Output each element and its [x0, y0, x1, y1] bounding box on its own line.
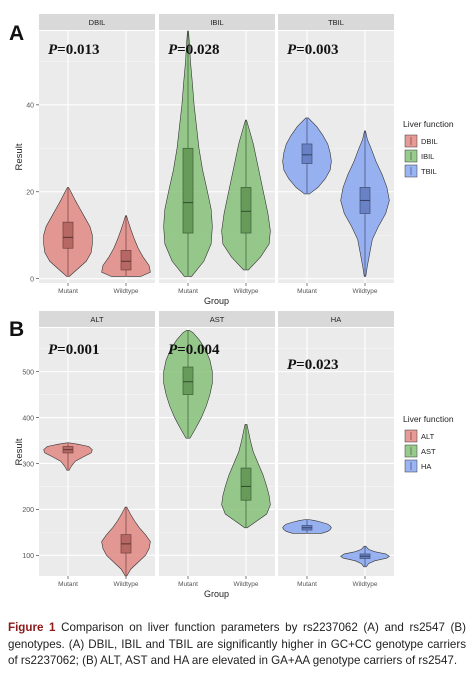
legend-entry-tbil: TBIL [421, 167, 437, 176]
x-tick-label: Mutant [178, 288, 198, 295]
figure-canvas: A Result 0 20 40 Group DBIL Mutant Wildtype P=0.0… [9, 14, 454, 599]
facet-strip-label: HA [331, 315, 341, 324]
y-tick-label: 40 [26, 103, 34, 110]
x-tick-label: Wildtype [234, 581, 259, 588]
x-tick-label: Mutant [58, 288, 78, 295]
legend-entry-ha: HA [421, 462, 431, 471]
facet-ha: HA Mutant Wildtype P=0.023 [278, 311, 394, 588]
facet-strip-label: ALT [90, 315, 104, 324]
x-tick-label: Wildtype [114, 288, 139, 295]
facet-alt: ALT Mutant Wildtype P=0.001 [39, 311, 155, 588]
legend-entry-alt: ALT [421, 432, 435, 441]
x-tick-label: Wildtype [353, 288, 378, 295]
x-axis-label: Group [204, 589, 229, 599]
facet-strip [159, 311, 275, 327]
facet-strip [159, 14, 275, 30]
figure-caption: Figure 1 Comparison on liver function pa… [8, 620, 466, 670]
x-tick-label: Mutant [297, 288, 317, 295]
chart-panel-B: B Result 100 200 300 400 500 Group ALT Mutant Wild… [9, 311, 454, 599]
facet-strip [278, 311, 394, 327]
box [240, 187, 252, 234]
p-value-annotation: P=0.004 [168, 342, 220, 358]
box [62, 221, 74, 249]
caption-text: Comparison on liver function parameters … [8, 621, 466, 667]
x-tick-label: Wildtype [114, 581, 139, 588]
x-tick-label: Mutant [58, 581, 78, 588]
plot-background [278, 328, 394, 576]
facet-strip [278, 14, 394, 30]
facet-ibil: IBIL Mutant Wildtype P=0.028 [159, 14, 275, 295]
y-tick-label: 20 [26, 190, 34, 197]
box [301, 143, 313, 164]
box [182, 366, 194, 395]
legend-entry-dbil: DBIL [421, 137, 438, 146]
caption-label: Figure 1 [8, 621, 56, 634]
y-tick-label: 500 [22, 369, 34, 376]
x-axis-label: Group [204, 296, 229, 306]
p-value-annotation: P=0.023 [287, 357, 338, 373]
facet-dbil: DBIL Mutant Wildtype P=0.013 [39, 14, 155, 295]
legend-title: Liver function [403, 414, 454, 424]
y-tick-label: 400 [22, 415, 34, 422]
legend-entry-ast: AST [421, 447, 436, 456]
y-tick-label: 100 [22, 553, 34, 560]
box [240, 467, 252, 501]
facet-tbil: TBIL Mutant Wildtype P=0.003 [278, 14, 394, 295]
y-axis-label: Result [14, 143, 25, 170]
facet-strip [39, 311, 155, 327]
facet-strip-label: AST [210, 315, 225, 324]
box [120, 250, 132, 271]
x-tick-label: Wildtype [234, 288, 259, 295]
x-tick-label: Mutant [178, 581, 198, 588]
p-value-annotation: P=0.003 [287, 42, 338, 58]
p-value-annotation: P=0.028 [168, 42, 219, 58]
p-value-annotation: P=0.001 [48, 342, 99, 358]
y-tick-label: 0 [30, 276, 34, 283]
facet-ast: AST Mutant Wildtype P=0.004 [159, 311, 275, 588]
panel-letter: B [9, 318, 24, 341]
x-tick-label: Mutant [297, 581, 317, 588]
y-tick-label: 200 [22, 507, 34, 514]
facet-strip-label: DBIL [89, 18, 106, 27]
facet-strip-label: IBIL [210, 18, 223, 27]
y-tick-label: 300 [22, 461, 34, 468]
x-tick-label: Wildtype [353, 581, 378, 588]
panel-letter: A [9, 22, 24, 45]
y-axis-label: Result [14, 438, 25, 465]
p-value-annotation: P=0.013 [48, 42, 99, 58]
box [182, 147, 194, 234]
facet-strip-label: TBIL [328, 18, 344, 27]
facet-strip [39, 14, 155, 30]
legend-entry-ibil: IBIL [421, 152, 434, 161]
chart-panel-A: A Result 0 20 40 Group DBIL Mutant Wildtype P=0.0… [9, 14, 454, 306]
legend-title: Liver function [403, 119, 454, 129]
